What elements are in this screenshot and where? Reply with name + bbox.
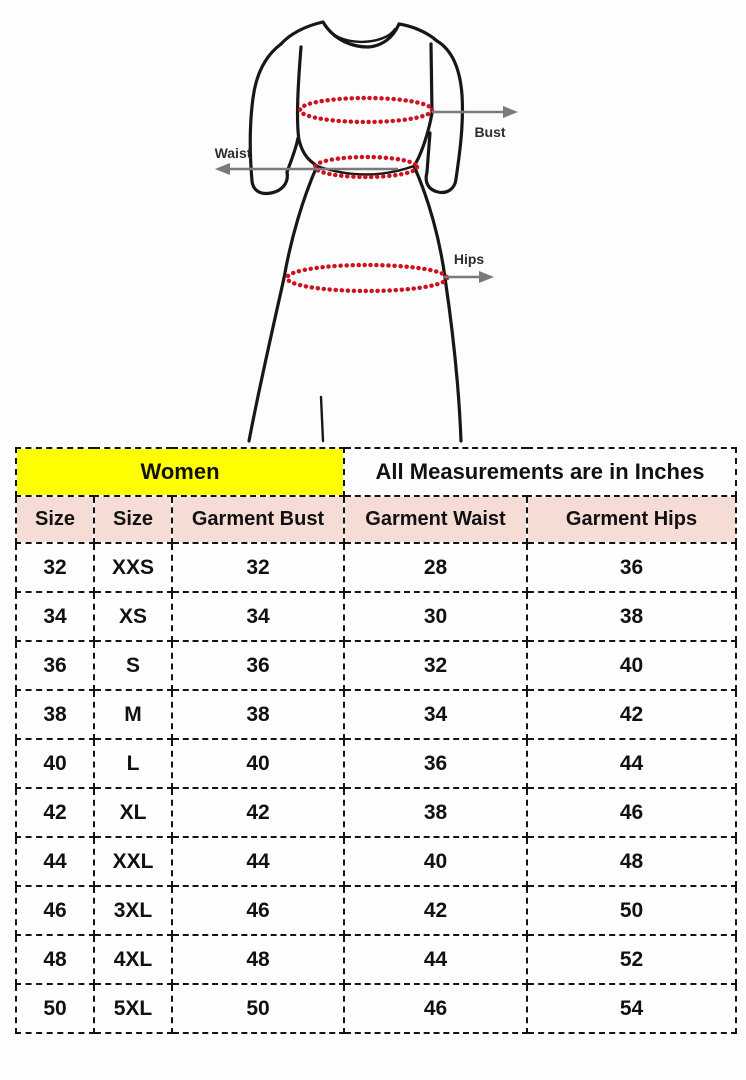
col-header-size-letter: Size <box>93 495 173 544</box>
waist-arrow-icon <box>215 163 398 175</box>
cell-bust: 42 <box>171 787 345 838</box>
cell-bust: 34 <box>171 591 345 642</box>
cell-bust: 40 <box>171 738 345 789</box>
cell-size-number: 42 <box>15 787 95 838</box>
cell-size-number: 40 <box>15 738 95 789</box>
cell-hips: 52 <box>526 934 737 985</box>
cell-bust: 46 <box>171 885 345 936</box>
table-row: 46 3XL 46 42 50 <box>15 885 737 936</box>
cell-bust: 48 <box>171 934 345 985</box>
cell-size-letter: L <box>93 738 173 789</box>
cell-size-letter: 4XL <box>93 934 173 985</box>
cell-size-letter: XS <box>93 591 173 642</box>
col-header-size-number: Size <box>15 495 95 544</box>
cell-size-number: 32 <box>15 542 95 593</box>
table-row: 38 M 38 34 42 <box>15 689 737 740</box>
cell-bust: 50 <box>171 983 345 1034</box>
bust-measure-ellipse <box>297 95 435 125</box>
col-header-garment-bust: Garment Bust <box>171 495 345 544</box>
cell-size-letter: XXS <box>93 542 173 593</box>
cell-waist: 46 <box>343 983 528 1034</box>
cell-size-number: 50 <box>15 983 95 1034</box>
cell-size-number: 36 <box>15 640 95 691</box>
cell-size-number: 38 <box>15 689 95 740</box>
waist-measure-ellipse <box>312 154 420 180</box>
table-row: 40 L 40 36 44 <box>15 738 737 789</box>
dress-measurement-diagram: Bust Waist Hips <box>215 20 518 443</box>
cell-size-number: 46 <box>15 885 95 936</box>
col-header-garment-hips: Garment Hips <box>526 495 737 544</box>
cell-size-letter: XXL <box>93 836 173 887</box>
hips-measure-ellipse <box>284 262 450 294</box>
cell-waist: 38 <box>343 787 528 838</box>
cell-hips: 38 <box>526 591 737 642</box>
cell-waist: 42 <box>343 885 528 936</box>
cell-waist: 32 <box>343 640 528 691</box>
table-row: 36 S 36 32 40 <box>15 640 737 691</box>
cell-hips: 40 <box>526 640 737 691</box>
cell-bust: 38 <box>171 689 345 740</box>
table-group-header-row: Women All Measurements are in Inches <box>15 447 737 497</box>
cell-waist: 40 <box>343 836 528 887</box>
bust-label: Bust <box>474 124 505 140</box>
cell-hips: 54 <box>526 983 737 1034</box>
table-column-header-row: Size Size Garment Bust Garment Waist Gar… <box>15 495 737 544</box>
cell-hips: 44 <box>526 738 737 789</box>
cell-waist: 28 <box>343 542 528 593</box>
table-row: 42 XL 42 38 46 <box>15 787 737 838</box>
cell-size-letter: 5XL <box>93 983 173 1034</box>
cell-waist: 30 <box>343 591 528 642</box>
cell-waist: 44 <box>343 934 528 985</box>
cell-waist: 34 <box>343 689 528 740</box>
dress-outline <box>247 20 465 443</box>
bust-arrow-icon <box>432 106 518 118</box>
women-group-header: Women <box>15 447 345 497</box>
table-row: 32 XXS 32 28 36 <box>15 542 737 593</box>
col-header-garment-waist: Garment Waist <box>343 495 528 544</box>
cell-size-letter: M <box>93 689 173 740</box>
cell-size-number: 34 <box>15 591 95 642</box>
cell-hips: 42 <box>526 689 737 740</box>
cell-bust: 32 <box>171 542 345 593</box>
cell-hips: 50 <box>526 885 737 936</box>
cell-hips: 46 <box>526 787 737 838</box>
cell-size-letter: 3XL <box>93 885 173 936</box>
hips-arrow-icon <box>443 271 494 283</box>
units-note-header: All Measurements are in Inches <box>343 447 737 497</box>
cell-size-number: 48 <box>15 934 95 985</box>
cell-size-letter: XL <box>93 787 173 838</box>
cell-hips: 48 <box>526 836 737 887</box>
waist-label: Waist <box>215 145 252 161</box>
table-row: 48 4XL 48 44 52 <box>15 934 737 985</box>
cell-waist: 36 <box>343 738 528 789</box>
cell-size-number: 44 <box>15 836 95 887</box>
cell-bust: 44 <box>171 836 345 887</box>
hips-label: Hips <box>454 251 485 267</box>
cell-bust: 36 <box>171 640 345 691</box>
size-table: Women All Measurements are in Inches Siz… <box>15 447 737 1034</box>
table-row: 34 XS 34 30 38 <box>15 591 737 642</box>
cell-size-letter: S <box>93 640 173 691</box>
table-row: 50 5XL 50 46 54 <box>15 983 737 1034</box>
cell-hips: 36 <box>526 542 737 593</box>
table-row: 44 XXL 44 40 48 <box>15 836 737 887</box>
